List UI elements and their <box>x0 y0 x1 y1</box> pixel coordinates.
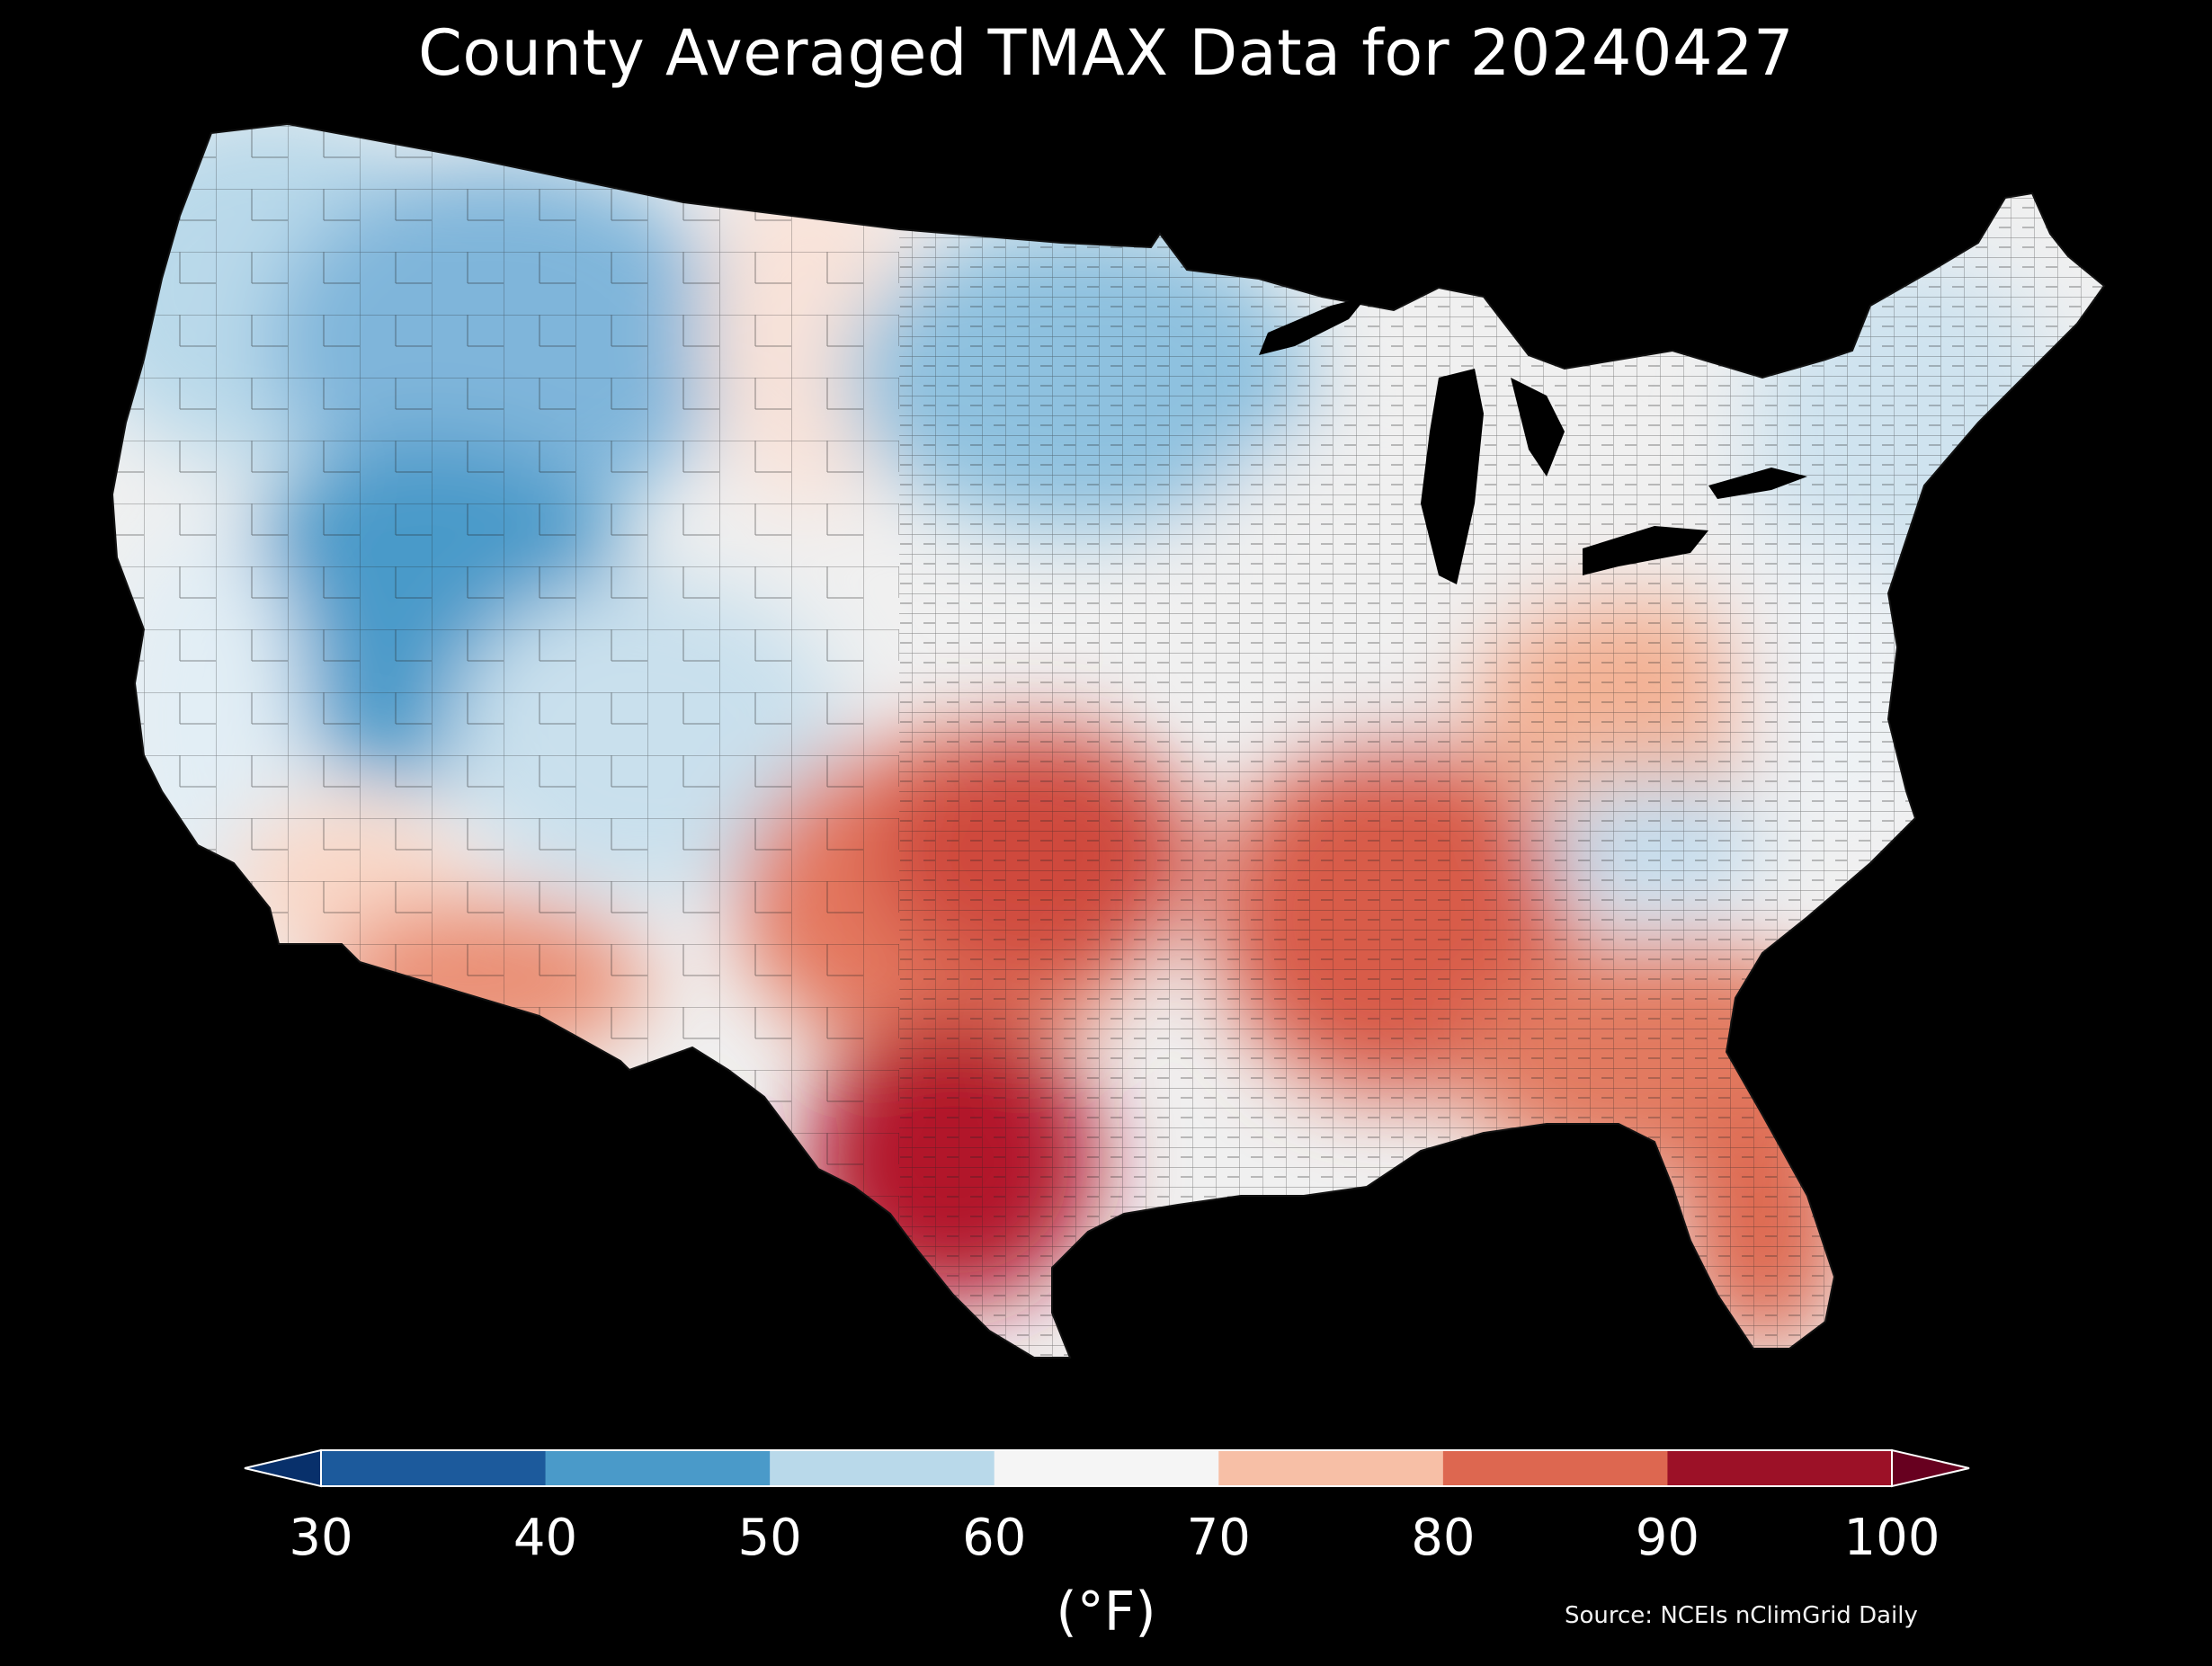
colorbar-tick-label: 90 <box>1635 1509 1700 1567</box>
colorbar-segment <box>1218 1450 1444 1486</box>
colorbar-tick-label: 40 <box>513 1509 578 1567</box>
colorbar-segment <box>321 1450 547 1486</box>
colorbar-segment <box>1667 1450 1893 1486</box>
colorbar-segment <box>1442 1450 1668 1486</box>
colorbar-high-extend <box>1891 1448 1970 1488</box>
colorbar-low-extend <box>244 1448 322 1488</box>
colorbar-unit-label: (°F) <box>1056 1581 1156 1644</box>
colorbar-tick-label: 30 <box>289 1509 353 1567</box>
colorbar-segment <box>545 1450 771 1486</box>
colorbar-tick-label: 50 <box>737 1509 802 1567</box>
colorbar-tick-label: 60 <box>962 1509 1027 1567</box>
map-title: County Averaged TMAX Data for 20240427 <box>417 16 1795 90</box>
county-temperature-map <box>111 123 2105 1359</box>
colorbar-tick-label: 80 <box>1411 1509 1476 1567</box>
colorbar-tick-label: 70 <box>1186 1509 1251 1567</box>
colorbar-segment <box>994 1450 1219 1486</box>
colorbar-segment <box>770 1450 995 1486</box>
source-credit: Source: NCEIs nClimGrid Daily <box>1565 1602 1918 1629</box>
colorbar <box>244 1448 1970 1488</box>
great-lakes-water <box>1259 297 1807 584</box>
colorbar-tick-label: 100 <box>1843 1509 1940 1567</box>
